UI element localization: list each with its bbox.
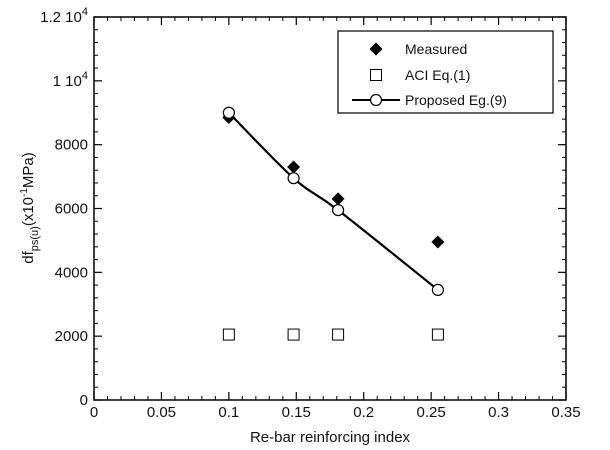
data-markers (222, 106, 445, 341)
point-series-2 (331, 203, 345, 217)
legend-label: Proposed Eg.(9) (405, 92, 507, 108)
x-tick-label: 0.3 (488, 404, 509, 421)
point-series-2 (431, 283, 444, 296)
legend-items: Measured ACI Eq.(1) Proposed Eg.(9) (352, 41, 507, 108)
y-tick-label: 6000 (55, 201, 88, 218)
legend-marker (369, 93, 383, 107)
x-axis-label: Re-bar reinforcing index (250, 429, 411, 446)
proposed-curve (228, 111, 439, 291)
x-tick-label: 0.35 (551, 404, 580, 421)
legend: Measured ACI Eq.(1) Proposed Eg.(9) (337, 30, 554, 114)
y-tick-label: 1.2 104 (40, 6, 88, 26)
legend-marker (369, 42, 383, 56)
series-curve (228, 111, 439, 291)
x-tick-labels: 0 0.05 0.1 0.15 0.2 0.25 0.3 0.35 (90, 404, 581, 421)
y-tick-label: 1 104 (53, 70, 88, 90)
x-tick-label: 0.05 (147, 404, 176, 421)
point-series-1 (287, 328, 300, 341)
x-tick-label: 0.15 (282, 404, 311, 421)
point-series-0 (331, 192, 345, 206)
y-axis-label: dfps(u)(x10-1MPa) (19, 152, 41, 264)
point-series-1 (332, 328, 345, 341)
x-tick-label: 0 (90, 404, 98, 421)
legend-marker (370, 69, 382, 81)
y-tick-label: 0 (80, 392, 88, 409)
point-series-0 (431, 235, 445, 249)
legend-label: ACI Eq.(1) (405, 67, 470, 83)
x-tick-label: 0.25 (417, 404, 446, 421)
point-series-2 (287, 172, 300, 185)
y-tick-label: 4000 (55, 264, 88, 281)
y-tick-labels: 0 2000 4000 6000 8000 1 104 1.2 104 (40, 6, 88, 409)
legend-label: Measured (405, 41, 467, 57)
point-series-0 (287, 160, 301, 174)
axis-ticks (93, 16, 567, 401)
point-series-1 (431, 328, 444, 341)
point-series-2 (222, 106, 235, 119)
y-tick-label: 8000 (55, 137, 88, 154)
point-series-1 (222, 328, 235, 341)
y-tick-label: 2000 (55, 328, 88, 345)
x-tick-label: 0.1 (218, 404, 239, 421)
x-tick-label: 0.2 (353, 404, 374, 421)
